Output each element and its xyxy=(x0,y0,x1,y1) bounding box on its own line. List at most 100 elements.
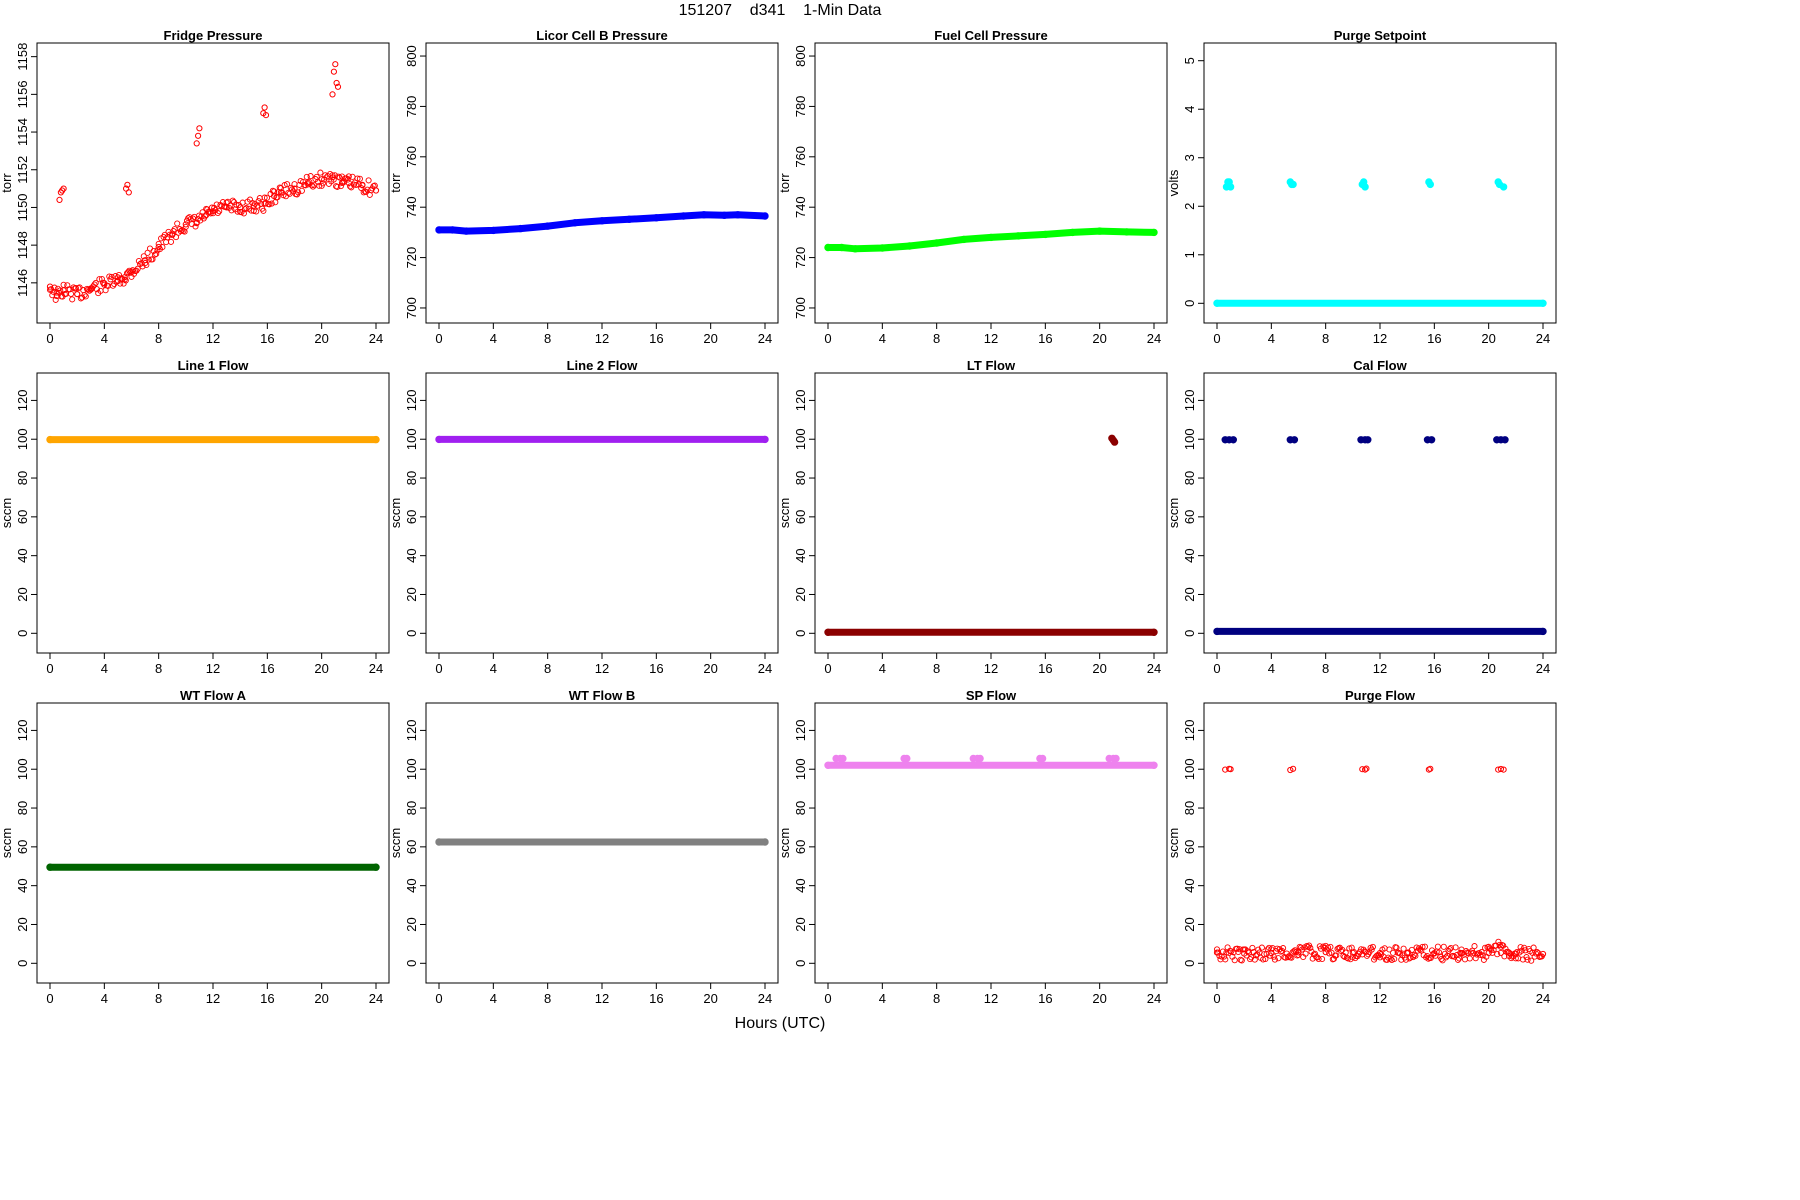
y-tick-label: 4 xyxy=(1182,106,1197,113)
y-tick-label: 720 xyxy=(404,247,419,269)
y-tick-label: 80 xyxy=(793,471,808,485)
y-tick-label: 1152 xyxy=(15,156,30,184)
data-point xyxy=(1539,299,1547,307)
y-tick-label: 80 xyxy=(1182,471,1197,485)
y-tick-label: 0 xyxy=(15,630,30,637)
data-marks xyxy=(46,863,380,871)
data-point xyxy=(1150,628,1158,636)
data-point xyxy=(851,245,859,253)
data-point xyxy=(69,296,76,303)
y-tick-label: 40 xyxy=(404,878,419,892)
y-tick-label: 80 xyxy=(404,471,419,485)
y-tick-label: 120 xyxy=(15,390,30,412)
y-tick-label: 120 xyxy=(15,720,30,742)
panel-wt-flow-b: WT Flow B 0 4 8 12 16 20 24 0 20 40 60 80 100 120 sccm xyxy=(388,688,779,1006)
data-point xyxy=(1238,957,1245,964)
data-point xyxy=(1446,946,1453,953)
y-axis-label: torr xyxy=(388,173,403,193)
data-point xyxy=(1213,949,1221,956)
panel-lt-flow: LT Flow 0 4 8 12 16 20 24 0 20 40 60 80 100 120 sccm xyxy=(777,358,1168,676)
y-tick-label: 800 xyxy=(793,45,808,67)
data-point xyxy=(1466,955,1473,962)
data-point xyxy=(1112,754,1120,763)
data-point xyxy=(1431,950,1438,957)
data-point xyxy=(91,281,98,288)
y-tick-label: 0 xyxy=(1182,630,1197,637)
data-point xyxy=(1497,943,1505,950)
panel-line-2-flow: Line 2 Flow 0 4 8 12 16 20 24 0 20 40 60 80 100 120 scc… xyxy=(388,358,779,676)
data-point xyxy=(1234,945,1241,952)
x-tick-label: 12 xyxy=(206,661,220,676)
panel-title: LT Flow xyxy=(967,358,1016,373)
y-tick-label: 700 xyxy=(404,297,419,319)
y-tick-label: 60 xyxy=(793,840,808,854)
y-tick-label: 1154 xyxy=(15,118,30,146)
data-point xyxy=(1505,949,1513,956)
x-tick-label: 16 xyxy=(1038,661,1052,676)
plot-frame xyxy=(814,702,1168,984)
y-tick-label: 120 xyxy=(793,390,808,412)
x-tick-label: 12 xyxy=(206,991,220,1006)
x-tick-label: 20 xyxy=(1481,661,1495,676)
plot-frame xyxy=(425,372,779,654)
data-point xyxy=(1456,955,1463,962)
data-point xyxy=(700,211,708,219)
plot-frame xyxy=(425,42,779,324)
data-point xyxy=(108,273,115,280)
data-point xyxy=(167,238,175,245)
x-tick-label: 24 xyxy=(758,661,772,676)
y-tick-label: 800 xyxy=(404,45,419,67)
data-point xyxy=(291,185,298,192)
y-tick-label: 100 xyxy=(404,428,419,450)
data-point xyxy=(46,863,54,871)
y-tick-label: 40 xyxy=(404,548,419,562)
y-tick-label: 1146 xyxy=(15,269,30,297)
x-tick-label: 0 xyxy=(46,991,53,1006)
data-point xyxy=(1213,627,1221,636)
data-point xyxy=(298,187,305,194)
y-tick-label: 60 xyxy=(793,510,808,524)
y-tick-label: 1148 xyxy=(15,231,30,259)
data-point xyxy=(1376,954,1384,961)
data-point xyxy=(1472,955,1479,962)
x-tick-label: 4 xyxy=(490,991,497,1006)
data-point xyxy=(309,183,317,190)
data-point xyxy=(228,207,235,214)
data-point xyxy=(1319,955,1326,963)
data-point xyxy=(60,185,67,192)
data-point xyxy=(1251,956,1258,963)
data-marks xyxy=(824,227,1158,253)
panel-licor-cell-b-pressure: Licor Cell B Pressure 0 4 8 12 16 20 24 700 720 74… xyxy=(388,28,779,346)
x-tick-label: 8 xyxy=(1322,991,1329,1006)
panel-title: WT Flow A xyxy=(180,688,247,703)
y-tick-label: 2 xyxy=(1182,203,1197,210)
data-point xyxy=(1534,949,1541,956)
y-tick-label: 0 xyxy=(15,960,30,967)
data-point xyxy=(1447,944,1454,952)
x-tick-label: 24 xyxy=(758,991,772,1006)
data-point xyxy=(149,256,156,263)
data-point xyxy=(1222,956,1229,963)
y-tick-label: 80 xyxy=(1182,801,1197,815)
x-tick-label: 8 xyxy=(544,991,551,1006)
data-point xyxy=(1500,766,1507,773)
data-point xyxy=(837,243,846,252)
x-tick-label: 20 xyxy=(1481,331,1495,346)
data-point xyxy=(330,68,337,75)
data-point xyxy=(338,179,346,186)
x-tick-label: 8 xyxy=(155,331,162,346)
y-axis-label: sccm xyxy=(0,498,14,528)
data-point xyxy=(96,276,103,283)
x-axis-label: Hours (UTC) xyxy=(734,1015,826,1032)
data-point xyxy=(174,220,181,227)
y-tick-label: 3 xyxy=(1182,154,1197,161)
data-point xyxy=(1290,765,1297,772)
data-point xyxy=(1150,228,1158,237)
data-point xyxy=(159,244,166,251)
data-point xyxy=(60,287,67,294)
data-point xyxy=(1038,754,1047,763)
x-tick-label: 12 xyxy=(206,331,220,346)
y-tick-label: 60 xyxy=(1182,510,1197,524)
data-point xyxy=(335,173,342,180)
data-point xyxy=(1532,950,1539,957)
